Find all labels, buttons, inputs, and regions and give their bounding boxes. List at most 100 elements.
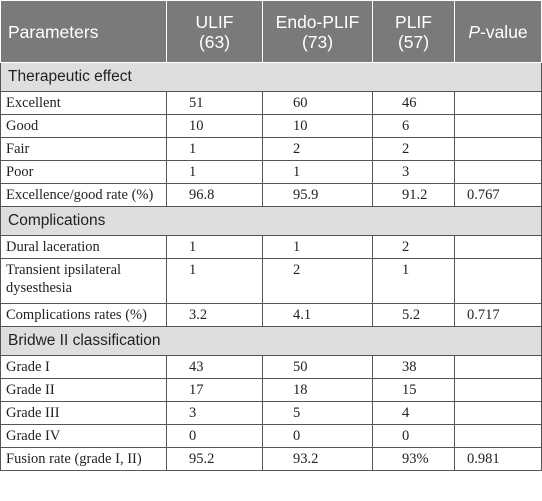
cell-plif: 93% xyxy=(372,447,455,471)
cell-p-value xyxy=(454,258,542,304)
section-row: Therapeutic effect xyxy=(0,62,542,92)
header-parameters: Parameters xyxy=(0,0,167,63)
cell-ulif: 1 xyxy=(166,137,263,161)
cell-plif: 38 xyxy=(372,355,455,379)
table-row: Excellent 51 60 46 xyxy=(0,91,542,115)
row-label: Poor xyxy=(0,160,167,184)
row-label: Grade I xyxy=(0,355,167,379)
cell-plif: 3 xyxy=(372,160,455,184)
cell-p-value xyxy=(454,91,542,115)
table-row: Grade II 17 18 15 xyxy=(0,378,542,402)
cell-endo-plif: 18 xyxy=(262,378,373,402)
cell-endo-plif: 2 xyxy=(262,137,373,161)
header-ulif-label: ULIF xyxy=(195,11,234,32)
cell-endo-plif: 95.9 xyxy=(262,183,373,207)
row-label: Fusion rate (grade I, II) xyxy=(0,447,167,471)
cell-plif: 0 xyxy=(372,424,455,448)
table-row: Good 10 10 6 xyxy=(0,114,542,138)
table-row: Fair 1 2 2 xyxy=(0,137,542,161)
cell-ulif: 96.8 xyxy=(166,183,263,207)
results-table: Parameters ULIF (63) Endo-PLIF (73) PLIF… xyxy=(0,0,542,471)
cell-endo-plif: 10 xyxy=(262,114,373,138)
row-label: Complications rates (%) xyxy=(0,303,167,327)
cell-endo-plif: 2 xyxy=(262,258,373,304)
cell-plif: 4 xyxy=(372,401,455,425)
cell-ulif: 3.2 xyxy=(166,303,263,327)
cell-ulif: 43 xyxy=(166,355,263,379)
row-label: Grade II xyxy=(0,378,167,402)
cell-ulif: 51 xyxy=(166,91,263,115)
cell-endo-plif: 4.1 xyxy=(262,303,373,327)
cell-plif: 2 xyxy=(372,235,455,259)
row-label: Good xyxy=(0,114,167,138)
cell-plif: 46 xyxy=(372,91,455,115)
header-plif: PLIF (57) xyxy=(372,0,455,63)
header-p-value: P-value xyxy=(454,0,542,63)
cell-p-value xyxy=(454,401,542,425)
cell-ulif: 1 xyxy=(166,160,263,184)
cell-p-value: 0.767 xyxy=(454,183,542,207)
header-p-italic: P xyxy=(468,21,480,42)
table-row: Poor 1 1 3 xyxy=(0,160,542,184)
header-plif-label: PLIF xyxy=(395,11,432,32)
cell-ulif: 0 xyxy=(166,424,263,448)
row-label: Grade IV xyxy=(0,424,167,448)
row-label: Fair xyxy=(0,137,167,161)
header-ulif: ULIF (63) xyxy=(166,0,263,63)
table-row: Dural laceration 1 1 2 xyxy=(0,235,542,259)
section-complications: Complications xyxy=(0,206,542,236)
cell-p-value xyxy=(454,235,542,259)
header-plif-n: (57) xyxy=(397,31,430,52)
cell-p-value: 0.717 xyxy=(454,303,542,327)
header-endo-label: Endo-PLIF xyxy=(275,11,360,32)
cell-ulif: 95.2 xyxy=(166,447,263,471)
row-label: Excellent xyxy=(0,91,167,115)
section-bridwe-classification: Bridwe II classification xyxy=(0,326,542,356)
cell-p-value xyxy=(454,378,542,402)
section-row: Bridwe II classification xyxy=(0,326,542,356)
section-row: Complications xyxy=(0,206,542,236)
cell-endo-plif: 50 xyxy=(262,355,373,379)
cell-endo-plif: 5 xyxy=(262,401,373,425)
cell-endo-plif: 93.2 xyxy=(262,447,373,471)
table-row: Complications rates (%) 3.2 4.1 5.2 0.71… xyxy=(0,303,542,327)
table-row: Fusion rate (grade I, II) 95.2 93.2 93% … xyxy=(0,447,542,471)
header-ulif-n: (63) xyxy=(198,31,231,52)
cell-ulif: 1 xyxy=(166,235,263,259)
cell-p-value: 0.981 xyxy=(454,447,542,471)
cell-ulif: 17 xyxy=(166,378,263,402)
cell-p-value xyxy=(454,355,542,379)
section-therapeutic-effect: Therapeutic effect xyxy=(0,62,542,92)
row-label: Grade III xyxy=(0,401,167,425)
table-row: Grade I 43 50 38 xyxy=(0,355,542,379)
header-row: Parameters ULIF (63) Endo-PLIF (73) PLIF… xyxy=(0,0,542,63)
table-row: Grade III 3 5 4 xyxy=(0,401,542,425)
cell-p-value xyxy=(454,137,542,161)
table-header: Parameters ULIF (63) Endo-PLIF (73) PLIF… xyxy=(0,0,542,63)
row-label: Dural laceration xyxy=(0,235,167,259)
cell-plif: 5.2 xyxy=(372,303,455,327)
table-body: Therapeutic effect Excellent 51 60 46 Go… xyxy=(0,62,542,471)
cell-plif: 91.2 xyxy=(372,183,455,207)
cell-p-value xyxy=(454,160,542,184)
cell-plif: 1 xyxy=(372,258,455,304)
cell-endo-plif: 60 xyxy=(262,91,373,115)
cell-endo-plif: 1 xyxy=(262,160,373,184)
cell-plif: 2 xyxy=(372,137,455,161)
header-p-rest: -value xyxy=(480,21,528,42)
cell-endo-plif: 1 xyxy=(262,235,373,259)
table-row: Grade IV 0 0 0 xyxy=(0,424,542,448)
header-endo-plif: Endo-PLIF (73) xyxy=(262,0,373,63)
cell-ulif: 1 xyxy=(166,258,263,304)
row-label: Excellence/good rate (%) xyxy=(0,183,167,207)
cell-ulif: 3 xyxy=(166,401,263,425)
cell-endo-plif: 0 xyxy=(262,424,373,448)
cell-plif: 6 xyxy=(372,114,455,138)
cell-p-value xyxy=(454,114,542,138)
cell-plif: 15 xyxy=(372,378,455,402)
table-row: Excellence/good rate (%) 96.8 95.9 91.2 … xyxy=(0,183,542,207)
cell-p-value xyxy=(454,424,542,448)
row-label: Transient ipsilateral dysesthesia xyxy=(0,258,167,304)
table-row: Transient ipsilateral dysesthesia 1 2 1 xyxy=(0,258,542,304)
cell-ulif: 10 xyxy=(166,114,263,138)
